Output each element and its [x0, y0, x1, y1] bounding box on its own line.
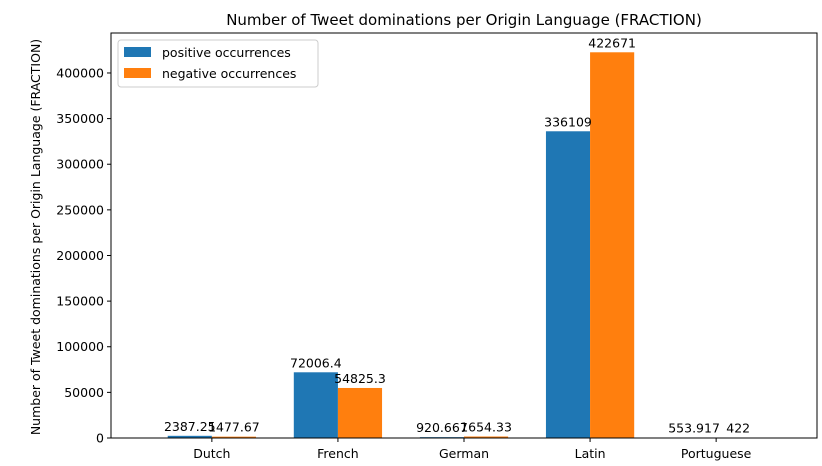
x-tick-label: German [439, 446, 489, 461]
data-label: 553.917 [668, 420, 720, 435]
data-label: 2387.25 [164, 419, 216, 434]
y-tick-label: 50000 [64, 385, 104, 400]
y-tick-label: 100000 [56, 339, 104, 354]
x-tick-label: Dutch [193, 446, 230, 461]
data-labels-group: 2387.25 72006.4 920.667 336109 553.917 1477.6… [164, 35, 750, 435]
bar-negative-german [464, 436, 509, 438]
legend-swatch [124, 47, 151, 57]
x-tick-label: Latin [575, 446, 606, 461]
legend-label: negative occurrences [162, 66, 296, 81]
x-axis-ticks: Dutch French German Latin Portuguese [193, 438, 752, 461]
bar-negative-french [337, 387, 383, 438]
y-tick-label: 200000 [56, 248, 104, 263]
legend-label: positive occurrences [162, 45, 291, 60]
legend-swatch [124, 68, 151, 78]
bar-positive-latin [545, 131, 591, 439]
data-label: 1654.33 [460, 419, 512, 434]
y-tick-label: 150000 [56, 294, 104, 309]
chart-title: Number of Tweet dominations per Origin L… [226, 11, 702, 29]
y-axis-ticks: 0 50000 100000 150000 200000 250000 300000 3500… [56, 65, 111, 446]
x-tick-label: Portuguese [681, 446, 752, 461]
y-tick-label: 250000 [56, 202, 104, 217]
y-tick-label: 400000 [56, 65, 104, 80]
data-label: 422 [726, 421, 750, 436]
legend: positive occurrences negative occurrences [117, 39, 319, 88]
data-label: 920.667 [416, 420, 468, 435]
data-label: 336109 [544, 114, 592, 129]
bar-negative-dutch [211, 436, 256, 438]
y-tick-label: 300000 [56, 157, 104, 172]
data-label: 72006.4 [290, 355, 342, 370]
y-axis-label: Number of Tweet dominations per Origin L… [28, 39, 43, 435]
x-tick-label: French [317, 446, 359, 461]
data-label: 1477.67 [208, 420, 260, 435]
plot-frame [110, 32, 818, 439]
bars-group [167, 52, 761, 439]
y-tick-label: 350000 [56, 111, 104, 126]
bar-positive-dutch [167, 435, 212, 438]
y-tick-label: 0 [96, 431, 104, 446]
bar-negative-latin [590, 52, 635, 439]
bar-positive-french [293, 372, 338, 438]
legend-box [117, 39, 319, 88]
data-label: 54825.3 [334, 371, 386, 386]
data-label: 422671 [588, 35, 636, 50]
